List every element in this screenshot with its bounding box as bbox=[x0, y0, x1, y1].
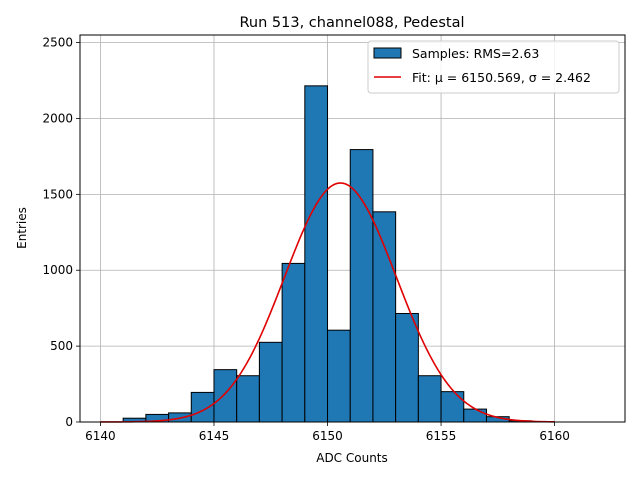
y-tick-label: 2500 bbox=[42, 36, 73, 50]
legend-histogram-swatch bbox=[373, 47, 402, 59]
y-tick-label: 500 bbox=[50, 339, 73, 353]
chart-title: Run 513, channel088, Pedestal bbox=[239, 15, 464, 31]
histogram-bar bbox=[304, 85, 329, 423]
histogram-bar bbox=[327, 329, 351, 423]
x-tick-label: 6155 bbox=[426, 429, 457, 443]
y-axis-label: Entries bbox=[15, 207, 29, 249]
legend-histogram-label: Samples: RMS=2.63 bbox=[412, 46, 539, 61]
histogram-bar bbox=[213, 369, 238, 423]
x-tick-label: 6140 bbox=[85, 429, 116, 443]
x-tick-label: 6145 bbox=[199, 429, 230, 443]
y-tick-label: 2000 bbox=[42, 111, 73, 125]
plot-frame bbox=[79, 34, 626, 423]
histogram-bar bbox=[463, 408, 487, 423]
x-tick-label: 6150 bbox=[312, 429, 343, 443]
histogram-bar bbox=[440, 391, 465, 423]
histogram-bar bbox=[281, 262, 306, 423]
y-tick-label: 0 bbox=[65, 415, 73, 429]
y-tick-label: 1000 bbox=[42, 263, 73, 277]
y-tick-label: 1500 bbox=[42, 187, 73, 201]
histogram-bar bbox=[417, 375, 442, 423]
histogram-bar bbox=[395, 312, 419, 423]
y-axis-ticks: 0 500 1000 1500 2000 2500 bbox=[42, 36, 80, 429]
legend: Samples: RMS=2.63 Fit: μ = 6150.569, σ =… bbox=[367, 40, 620, 94]
legend-fit-label: Fit: μ = 6150.569, σ = 2.462 bbox=[412, 70, 591, 85]
histogram-bar bbox=[258, 341, 283, 423]
x-tick-label: 6160 bbox=[539, 429, 570, 443]
histogram-bar bbox=[372, 211, 397, 423]
x-axis-ticks: 6140 6145 6150 6155 6160 bbox=[85, 422, 570, 443]
fit-curve bbox=[100, 182, 555, 423]
histogram-bar bbox=[236, 375, 260, 423]
x-axis-label: ADC Counts bbox=[316, 451, 388, 465]
legend-box bbox=[367, 40, 620, 94]
histogram-bar bbox=[190, 391, 215, 423]
